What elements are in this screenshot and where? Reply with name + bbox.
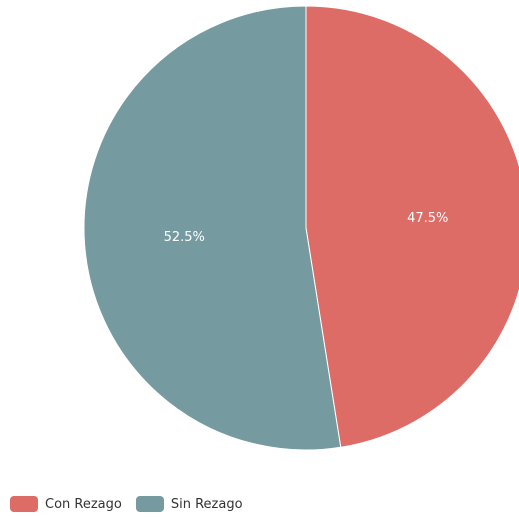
legend: Con Rezago Sin Rezago xyxy=(10,496,243,512)
legend-label-con-rezago: Con Rezago xyxy=(45,496,122,512)
pie-chart-svg: 47.5% 52.5% xyxy=(83,5,519,451)
legend-item-sin-rezago[interactable]: Sin Rezago xyxy=(135,496,243,512)
pie-slice-sin-rezago[interactable] xyxy=(83,5,342,451)
data-label-sin-rezago: 52.5% xyxy=(164,230,205,245)
pie-slice-con-rezago[interactable] xyxy=(305,5,519,448)
legend-swatch-con-rezago xyxy=(10,496,38,512)
pie-chart: 47.5% 52.5% xyxy=(83,5,519,451)
legend-item-con-rezago[interactable]: Con Rezago xyxy=(10,496,122,512)
data-label-con-rezago: 47.5% xyxy=(407,211,448,226)
legend-swatch-sin-rezago xyxy=(135,496,164,512)
legend-label-sin-rezago: Sin Rezago xyxy=(170,496,243,512)
